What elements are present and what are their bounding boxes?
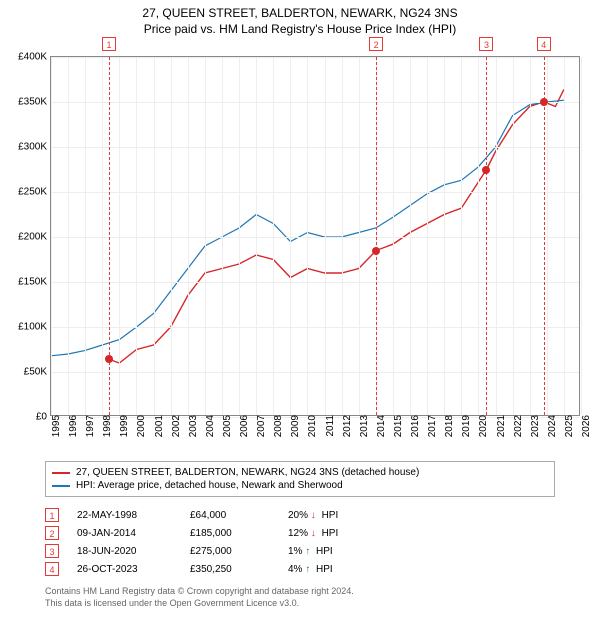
event-date: 18-JUN-2020 <box>77 546 172 557</box>
x-tick-label: 2005 <box>222 415 233 437</box>
x-tick-label: 2016 <box>410 415 421 437</box>
x-tick-label: 2008 <box>273 415 284 437</box>
x-tick-label: 1999 <box>119 415 130 437</box>
y-tick-label: £300K <box>18 142 47 153</box>
x-tick-label: 2012 <box>342 415 353 437</box>
x-tick-label: 2023 <box>530 415 541 437</box>
event-delta: 1% ↑ HPI <box>288 546 378 557</box>
arrow-icon: ↑ <box>305 546 313 557</box>
marker-label: 1 <box>102 37 116 51</box>
marker-line <box>486 57 487 415</box>
y-tick-label: £200K <box>18 232 47 243</box>
x-tick-label: 1998 <box>102 415 113 437</box>
x-tick-label: 2010 <box>307 415 318 437</box>
x-tick-label: 2015 <box>393 415 404 437</box>
y-tick-label: £0 <box>36 412 47 423</box>
marker-line <box>376 57 377 415</box>
x-tick-label: 2019 <box>461 415 472 437</box>
x-tick-label: 2024 <box>547 415 558 437</box>
x-tick-label: 2021 <box>496 415 507 437</box>
event-price: £185,000 <box>190 528 270 539</box>
x-tick-label: 2001 <box>154 415 165 437</box>
legend-item: 27, QUEEN STREET, BALDERTON, NEWARK, NG2… <box>52 466 548 479</box>
y-tick-label: £150K <box>18 277 47 288</box>
x-tick-label: 2009 <box>290 415 301 437</box>
event-index: 1 <box>45 508 59 522</box>
footer-line: Contains HM Land Registry data © Crown c… <box>45 586 354 598</box>
footer-line: This data is licensed under the Open Gov… <box>45 598 354 610</box>
legend-swatch <box>52 485 70 487</box>
chart-subtitle: Price paid vs. HM Land Registry's House … <box>0 22 600 36</box>
y-tick-label: £350K <box>18 97 47 108</box>
y-tick-label: £250K <box>18 187 47 198</box>
x-tick-label: 2018 <box>444 415 455 437</box>
x-tick-label: 2025 <box>564 415 575 437</box>
event-index: 3 <box>45 544 59 558</box>
arrow-icon: ↓ <box>311 510 319 521</box>
event-row: 1 22-MAY-1998 £64,000 20% ↓ HPI <box>45 506 378 524</box>
y-tick-label: £400K <box>18 52 47 63</box>
x-tick-label: 2002 <box>171 415 182 437</box>
figure: 27, QUEEN STREET, BALDERTON, NEWARK, NG2… <box>0 6 600 626</box>
x-tick-label: 2007 <box>256 415 267 437</box>
legend-swatch <box>52 472 70 474</box>
event-table: 1 22-MAY-1998 £64,000 20% ↓ HPI 2 09-JAN-2014… <box>45 506 378 578</box>
x-tick-label: 2000 <box>136 415 147 437</box>
marker-dot <box>482 166 490 174</box>
legend: 27, QUEEN STREET, BALDERTON, NEWARK, NG2… <box>45 461 555 497</box>
marker-label: 3 <box>479 37 493 51</box>
x-tick-label: 2004 <box>205 415 216 437</box>
event-delta: 20% ↓ HPI <box>288 510 378 521</box>
chart-plot-area: £0£50K£100K£150K£200K£250K£300K£350K£400… <box>50 56 580 416</box>
legend-item: HPI: Average price, detached house, Newa… <box>52 479 548 492</box>
marker-label: 2 <box>369 37 383 51</box>
event-row: 4 26-OCT-2023 £350,250 4% ↑ HPI <box>45 560 378 578</box>
event-index: 2 <box>45 526 59 540</box>
x-tick-label: 1997 <box>85 415 96 437</box>
marker-dot <box>372 247 380 255</box>
marker-label: 4 <box>537 37 551 51</box>
y-tick-label: £50K <box>24 367 47 378</box>
event-index: 4 <box>45 562 59 576</box>
event-delta: 12% ↓ HPI <box>288 528 378 539</box>
x-tick-label: 2003 <box>188 415 199 437</box>
event-date: 26-OCT-2023 <box>77 564 172 575</box>
event-delta: 4% ↑ HPI <box>288 564 378 575</box>
event-date: 09-JAN-2014 <box>77 528 172 539</box>
event-row: 2 09-JAN-2014 £185,000 12% ↓ HPI <box>45 524 378 542</box>
chart-lines <box>51 57 579 415</box>
arrow-icon: ↑ <box>305 564 313 575</box>
x-tick-label: 2011 <box>325 415 336 437</box>
arrow-icon: ↓ <box>311 528 319 539</box>
event-price: £64,000 <box>190 510 270 521</box>
x-tick-label: 1995 <box>51 415 62 437</box>
chart-title: 27, QUEEN STREET, BALDERTON, NEWARK, NG2… <box>0 6 600 20</box>
x-tick-label: 1996 <box>68 415 79 437</box>
y-tick-label: £100K <box>18 322 47 333</box>
marker-dot <box>105 355 113 363</box>
legend-label: HPI: Average price, detached house, Newa… <box>76 480 343 491</box>
x-tick-label: 2017 <box>427 415 438 437</box>
event-date: 22-MAY-1998 <box>77 510 172 521</box>
x-tick-label: 2026 <box>581 415 592 437</box>
event-price: £350,250 <box>190 564 270 575</box>
event-row: 3 18-JUN-2020 £275,000 1% ↑ HPI <box>45 542 378 560</box>
footer: Contains HM Land Registry data © Crown c… <box>45 586 354 609</box>
x-tick-label: 2020 <box>478 415 489 437</box>
marker-line <box>544 57 545 415</box>
event-price: £275,000 <box>190 546 270 557</box>
x-tick-label: 2022 <box>513 415 524 437</box>
x-tick-label: 2013 <box>359 415 370 437</box>
legend-label: 27, QUEEN STREET, BALDERTON, NEWARK, NG2… <box>76 467 419 478</box>
x-tick-label: 2014 <box>376 415 387 437</box>
x-tick-label: 2006 <box>239 415 250 437</box>
marker-dot <box>540 98 548 106</box>
